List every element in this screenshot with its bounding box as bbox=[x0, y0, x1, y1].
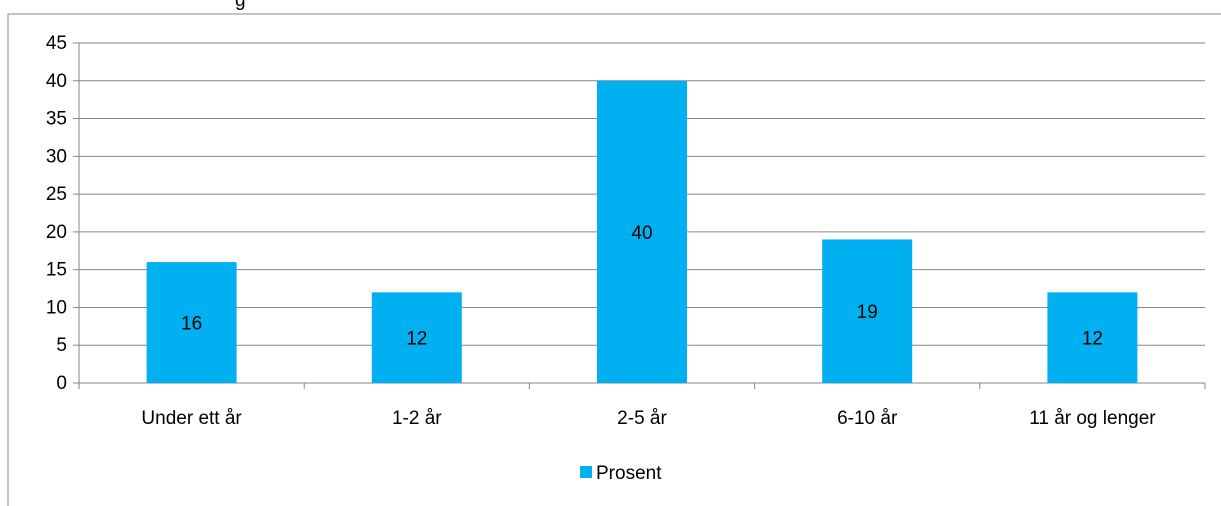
legend-label: Prosent bbox=[596, 463, 662, 484]
bars bbox=[146, 80, 1138, 384]
bar bbox=[371, 292, 462, 383]
data-label: 19 bbox=[857, 302, 878, 323]
y-tick-label: 0 bbox=[56, 373, 67, 394]
y-tick-label: 15 bbox=[46, 260, 67, 281]
bar bbox=[1047, 292, 1138, 383]
y-tick-label: 35 bbox=[46, 109, 67, 130]
data-label: 12 bbox=[1082, 329, 1103, 350]
y-tick-label: 20 bbox=[46, 222, 67, 243]
bar bbox=[146, 262, 237, 383]
y-tick-label: 40 bbox=[46, 71, 67, 92]
x-axis: Under ett år 1-2 år 2-5 år 6-10 år 11 år og … bbox=[78, 382, 1206, 429]
legend: Prosent bbox=[580, 463, 662, 484]
y-axis: 0 5 10 15 20 25 30 35 40 45 bbox=[46, 33, 80, 394]
chart-border bbox=[7, 13, 1221, 506]
y-tick-label: 45 bbox=[46, 33, 67, 54]
y-tick-label: 10 bbox=[46, 297, 67, 318]
bar bbox=[822, 239, 913, 383]
legend-swatch bbox=[580, 466, 592, 478]
chart-title-fragment: g bbox=[235, 0, 246, 11]
x-tick-label: 2-5 år bbox=[617, 408, 667, 429]
data-labels: 16 12 40 19 12 bbox=[181, 223, 1103, 350]
y-tick-label: 5 bbox=[56, 335, 67, 356]
data-label: 16 bbox=[181, 314, 202, 335]
x-tick-label: 1-2 år bbox=[392, 408, 442, 429]
y-tick-label: 30 bbox=[46, 146, 67, 167]
x-tick-label: 11 år og lenger bbox=[1029, 408, 1156, 429]
data-label: 12 bbox=[406, 329, 427, 350]
bar bbox=[597, 80, 687, 384]
x-tick-label: 6-10 år bbox=[837, 408, 898, 429]
x-tick-label: Under ett år bbox=[141, 408, 242, 429]
data-label: 40 bbox=[631, 223, 652, 244]
y-tick-label: 25 bbox=[46, 184, 67, 205]
